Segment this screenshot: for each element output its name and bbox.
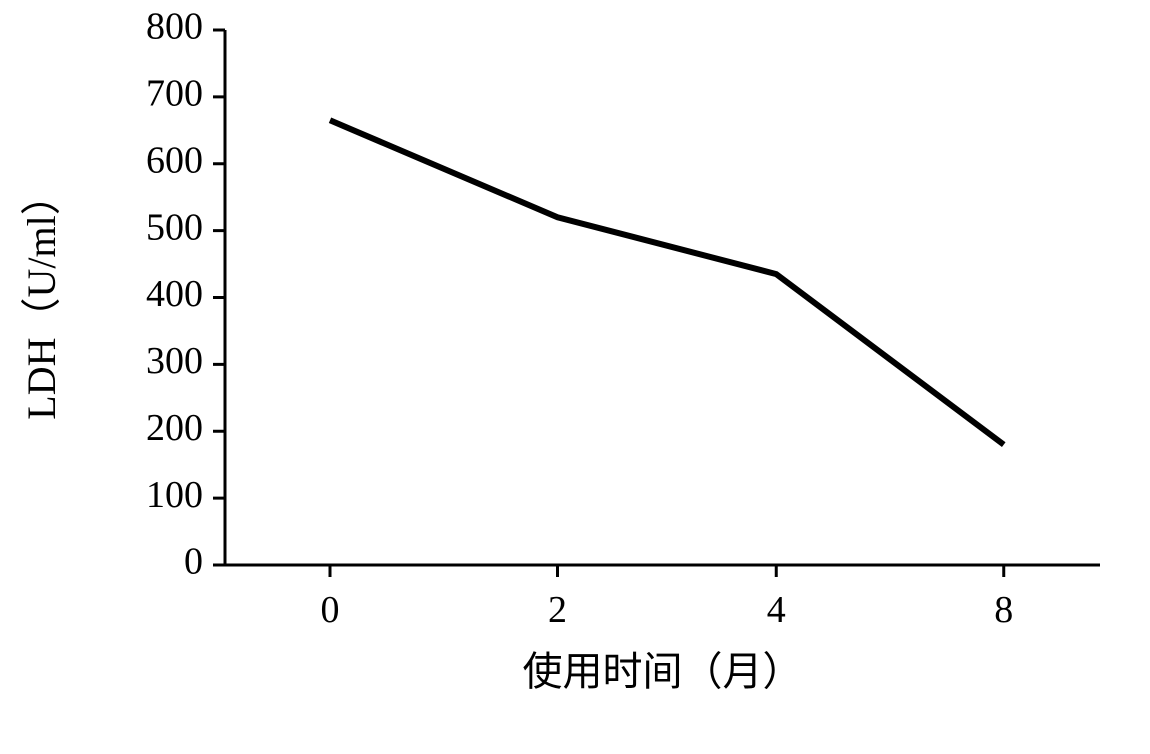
y-tick-label: 400 — [146, 273, 203, 315]
data-series-line — [330, 120, 1004, 444]
x-tick-label: 0 — [321, 589, 340, 631]
y-tick-label: 600 — [146, 139, 203, 181]
y-tick-label: 300 — [146, 340, 203, 382]
line-chart: 0 100 200 300 400 500 600 700 800 0 2 4 8 LDH（U/ml） 使用… — [0, 0, 1150, 754]
x-tick-label: 8 — [994, 589, 1013, 631]
y-tick-label: 700 — [146, 73, 203, 115]
y-tick-label: 800 — [146, 6, 203, 48]
y-tick-label: 0 — [184, 541, 203, 583]
chart-container: 0 100 200 300 400 500 600 700 800 0 2 4 8 LDH（U/ml） 使用… — [0, 0, 1150, 754]
y-tick-label: 500 — [146, 206, 203, 248]
y-axis-label: LDH（U/ml） — [19, 175, 64, 419]
y-tick-label: 200 — [146, 407, 203, 449]
x-axis-label: 使用时间（月） — [523, 649, 803, 694]
x-tick-label: 2 — [548, 589, 567, 631]
x-tick-label: 4 — [767, 589, 786, 631]
y-tick-label: 100 — [146, 474, 203, 516]
